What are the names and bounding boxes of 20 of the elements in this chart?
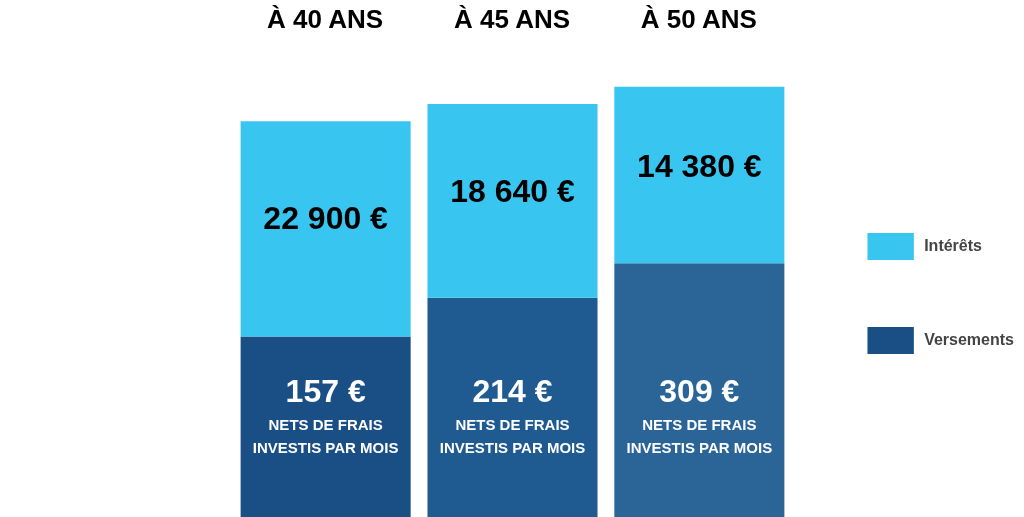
annotation: NETS DE FRAIS INVESTIS PAR MOIS xyxy=(252,415,399,457)
annotation: NETS DE FRAIS INVESTIS PAR MOIS xyxy=(439,415,586,457)
annotation: NETS DE FRAIS INVESTIS PAR MOIS xyxy=(626,415,773,457)
x-tick-label: À 45 ANS xyxy=(453,3,571,34)
legend-label: Intérêts xyxy=(924,237,982,255)
x-tick-label: À 50 ANS xyxy=(640,3,757,34)
annotation: 22 900 € xyxy=(263,200,389,237)
annotation: 157 € xyxy=(285,372,366,409)
annotation: 309 € xyxy=(659,372,740,409)
annotation: 18 640 € xyxy=(450,173,575,210)
annotation: 14 380 € xyxy=(637,148,762,185)
x-tick-label: À 40 ANS xyxy=(267,3,384,34)
bar xyxy=(614,86,785,264)
bar xyxy=(240,121,411,337)
bar xyxy=(427,103,598,298)
legend-label: Versements xyxy=(924,331,1014,349)
bar xyxy=(240,336,411,517)
annotation: 214 € xyxy=(472,372,553,409)
bar xyxy=(427,297,598,517)
bar xyxy=(614,263,785,517)
